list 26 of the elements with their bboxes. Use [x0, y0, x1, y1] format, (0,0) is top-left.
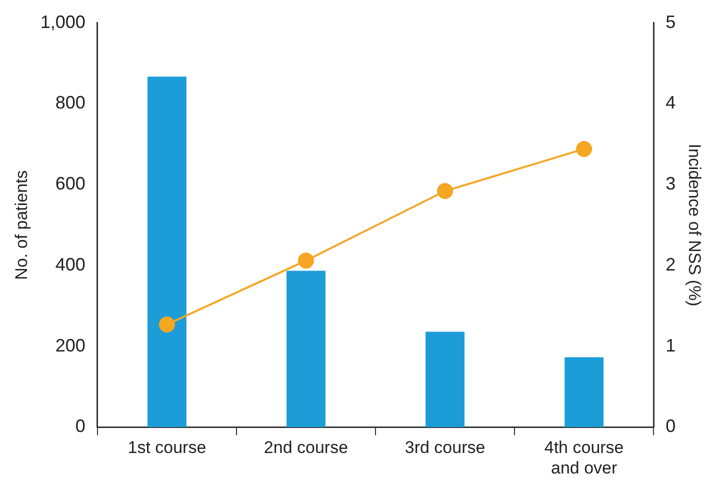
y-tick-label: 0: [75, 416, 86, 436]
x-tick-label: 1st course: [128, 438, 206, 458]
bar: [564, 357, 604, 428]
y2-tick-label: 5: [666, 12, 676, 32]
y2-tick-label: 3: [666, 174, 676, 194]
y-tick-label: 600: [55, 174, 86, 194]
y-axis-title: No. of patients: [12, 170, 31, 280]
y2-tick-label: 4: [666, 92, 676, 113]
y2-axis-title: Incidence of NSS (%): [685, 144, 704, 306]
x-tick-label: 4th course and over: [544, 438, 624, 478]
y-tick-label: 800: [55, 92, 86, 113]
x-tick-label: 2nd course: [264, 438, 348, 458]
y-tick-label: 200: [55, 335, 86, 356]
y-tick-label: 400: [55, 254, 86, 274]
y2-tick-label: 1: [666, 335, 676, 356]
point: [298, 252, 314, 269]
y2-tick-label: 0: [666, 416, 676, 436]
y2-tick-label: 2: [666, 254, 676, 274]
bar: [286, 270, 326, 428]
point: [437, 183, 454, 200]
bar: [147, 76, 186, 428]
point: [158, 316, 175, 332]
bar: [426, 332, 464, 428]
y-tick-label: 1,000: [40, 12, 86, 32]
point: [576, 140, 592, 157]
x-tick-label: 3rd course: [404, 438, 486, 458]
